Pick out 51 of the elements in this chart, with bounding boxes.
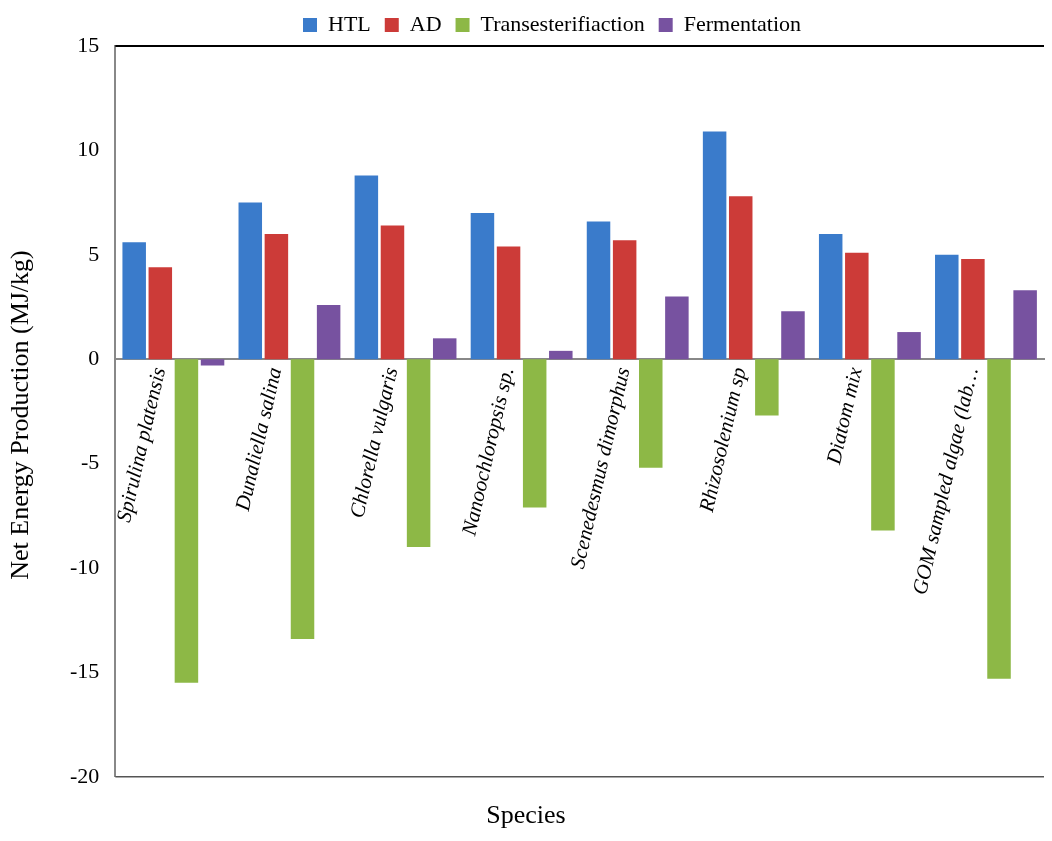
bar [612,240,637,360]
legend-label: AD [409,10,442,36]
bar [961,258,985,360]
bar [238,202,263,360]
bar [316,304,341,360]
bar [639,359,663,468]
bar [470,213,495,360]
bar [496,246,521,360]
bar [174,359,199,683]
y-tick-label: 10 [77,136,100,162]
bar [264,233,289,360]
legend-label: Transesterifiaction [480,10,645,36]
bar [665,296,689,360]
y-tick-label: 0 [88,344,100,370]
bar [781,311,805,360]
bar [702,131,727,360]
bar [122,242,146,360]
bar [354,175,379,360]
bar [818,233,843,360]
x-tick-label: Spirulina platensis [111,364,171,525]
bar [1013,290,1037,360]
bar [935,254,959,360]
bar [380,225,405,360]
bar [549,350,573,360]
y-tick-label: 15 [77,31,100,57]
bar [290,359,315,639]
x-tick-label: GOM sampled algae (lab… [907,364,983,597]
bar [200,359,225,366]
bar [406,359,431,548]
bar [148,267,173,360]
bar [728,196,753,360]
bar [987,359,1011,679]
bar [522,359,547,508]
x-tick-label: Chlorella vulgaris [344,364,403,521]
y-axis-title: Net Energy Production (MJ/kg) [5,249,35,582]
y-tick-label: -15 [70,658,100,684]
legend-label: HTL [328,10,371,36]
x-tick-label: Dunaliella salina [229,364,287,514]
y-tick-label: -20 [70,762,100,788]
y-tick-label: -10 [70,553,100,579]
bar [755,359,779,416]
x-axis-title: Species [485,800,567,830]
bar [871,359,895,531]
bar [432,338,457,360]
y-tick-label: -5 [81,449,100,475]
legend-label: Fermentation [683,10,802,36]
x-tick-label: Diatom mix [820,364,867,468]
bar [845,252,869,360]
y-tick-label: 5 [88,240,100,266]
bar [586,221,611,360]
bar [897,332,921,360]
